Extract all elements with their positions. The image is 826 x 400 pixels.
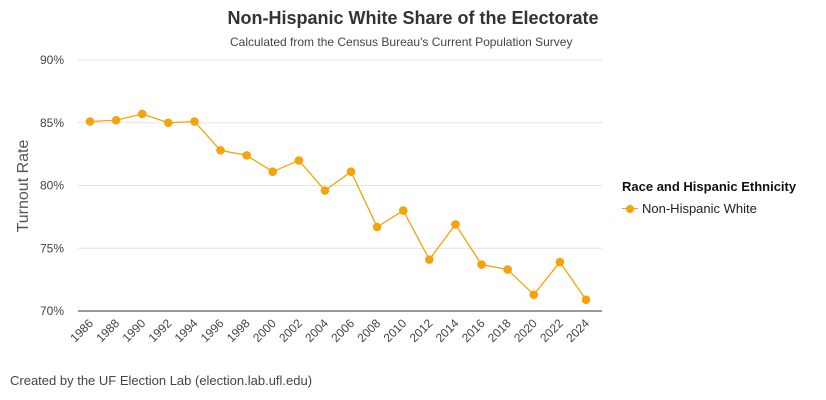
credit-text: Created by the UF Election Lab (election… bbox=[10, 373, 313, 388]
data-point bbox=[137, 109, 147, 119]
x-tick-label: 1998 bbox=[224, 316, 253, 345]
data-point bbox=[477, 260, 486, 269]
legend-label: Non-Hispanic White bbox=[642, 201, 757, 216]
x-tick-label: 2024 bbox=[563, 316, 592, 345]
x-tick-label: 2014 bbox=[433, 316, 462, 345]
x-tick-label: 2022 bbox=[537, 316, 566, 345]
x-tick-label: 1986 bbox=[67, 316, 96, 345]
x-tick-label: 1992 bbox=[146, 316, 175, 345]
data-point bbox=[346, 167, 356, 176]
x-tick-label: 2006 bbox=[328, 316, 357, 345]
x-tick-label: 2018 bbox=[485, 316, 514, 345]
x-tick-label: 1996 bbox=[198, 316, 227, 345]
legend-title: Race and Hispanic Ethnicity bbox=[622, 179, 797, 194]
legend-marker-icon bbox=[622, 204, 638, 214]
y-tick-label: 70% bbox=[40, 304, 64, 318]
x-tick-label: 2020 bbox=[511, 316, 540, 345]
y-tick-label: 85% bbox=[40, 116, 64, 130]
data-point bbox=[190, 117, 199, 126]
data-point bbox=[242, 151, 251, 160]
x-tick-label: 2008 bbox=[354, 316, 383, 345]
data-point bbox=[294, 156, 304, 165]
x-tick-label: 2000 bbox=[250, 316, 279, 345]
y-tick-label: 90% bbox=[40, 53, 64, 67]
data-point bbox=[216, 146, 225, 155]
data-point bbox=[581, 295, 591, 305]
x-tick-label: 1988 bbox=[93, 316, 122, 345]
data-point bbox=[164, 118, 173, 128]
data-point bbox=[111, 115, 121, 125]
data-point bbox=[529, 290, 539, 299]
x-tick-label: 2002 bbox=[276, 316, 305, 345]
chart-title: Non-Hispanic White Share of the Electora… bbox=[227, 8, 599, 28]
x-tick-label: 2016 bbox=[459, 316, 488, 345]
data-point bbox=[320, 186, 330, 195]
x-tick-label: 2010 bbox=[381, 316, 410, 345]
y-axis-label: Turnout Rate bbox=[15, 140, 32, 233]
data-point bbox=[503, 265, 512, 274]
data-point bbox=[398, 206, 408, 215]
x-tick-label: 1990 bbox=[120, 316, 149, 345]
y-tick-label: 75% bbox=[40, 241, 64, 255]
data-point bbox=[555, 257, 565, 267]
legend-item[interactable]: Non-Hispanic White bbox=[622, 201, 757, 216]
data-point bbox=[372, 222, 382, 232]
y-tick-label: 80% bbox=[40, 179, 64, 193]
data-point bbox=[425, 255, 434, 264]
x-tick-label: 1994 bbox=[172, 316, 201, 345]
x-tick-label: 2004 bbox=[302, 316, 331, 345]
chart-subtitle: Calculated from the Census Bureau's Curr… bbox=[230, 35, 573, 49]
series-line bbox=[89, 113, 587, 301]
data-point bbox=[268, 167, 278, 176]
data-point bbox=[451, 220, 460, 229]
x-tick-label: 2012 bbox=[407, 316, 436, 345]
data-point bbox=[85, 117, 95, 126]
